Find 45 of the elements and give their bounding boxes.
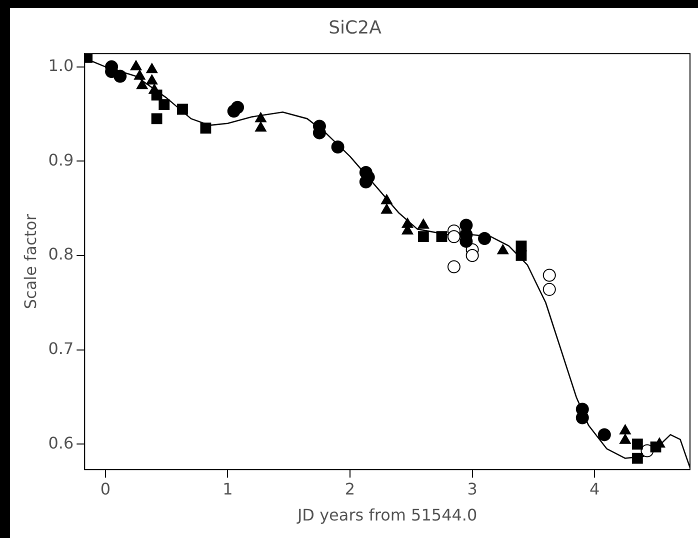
x-tick-label: 1 (222, 479, 233, 498)
y-tick-label: 0.6 (48, 433, 74, 452)
point (158, 99, 170, 110)
point (497, 244, 509, 254)
point (134, 70, 146, 80)
point (418, 231, 429, 242)
y-tick-label: 0.9 (48, 150, 74, 170)
point (447, 230, 460, 244)
point (331, 140, 344, 154)
x-tick-label: 0 (100, 479, 111, 498)
y-tick-label: 0.8 (48, 244, 74, 264)
x-tick-label: 3 (467, 479, 478, 498)
x-axis-title: JD years from 51544.0 (296, 506, 478, 525)
y-tick-label: 0.7 (48, 338, 74, 358)
point (632, 452, 643, 464)
point (598, 428, 611, 442)
point (151, 113, 162, 124)
point (478, 232, 492, 245)
point (447, 260, 460, 274)
point (542, 282, 556, 296)
point (255, 112, 266, 122)
point (381, 194, 392, 204)
y-tick-label: 1.0 (48, 56, 74, 75)
point (231, 100, 244, 114)
chart-title: SiC2A (328, 17, 382, 38)
point (436, 231, 448, 242)
point (146, 63, 158, 74)
point (418, 218, 430, 229)
point (466, 248, 479, 262)
point (136, 79, 148, 90)
x-tick-label: 4 (590, 479, 600, 498)
x-tick-label: 2 (344, 479, 356, 498)
point (177, 104, 188, 115)
point (381, 204, 392, 214)
point (542, 268, 556, 282)
point (255, 122, 266, 132)
point (516, 250, 527, 261)
point (619, 424, 631, 434)
point (146, 74, 158, 84)
y-axis-title: Scale factor (20, 214, 40, 310)
point (200, 122, 212, 134)
point (114, 70, 127, 83)
point (130, 60, 142, 70)
point (632, 438, 643, 450)
point (619, 434, 631, 444)
